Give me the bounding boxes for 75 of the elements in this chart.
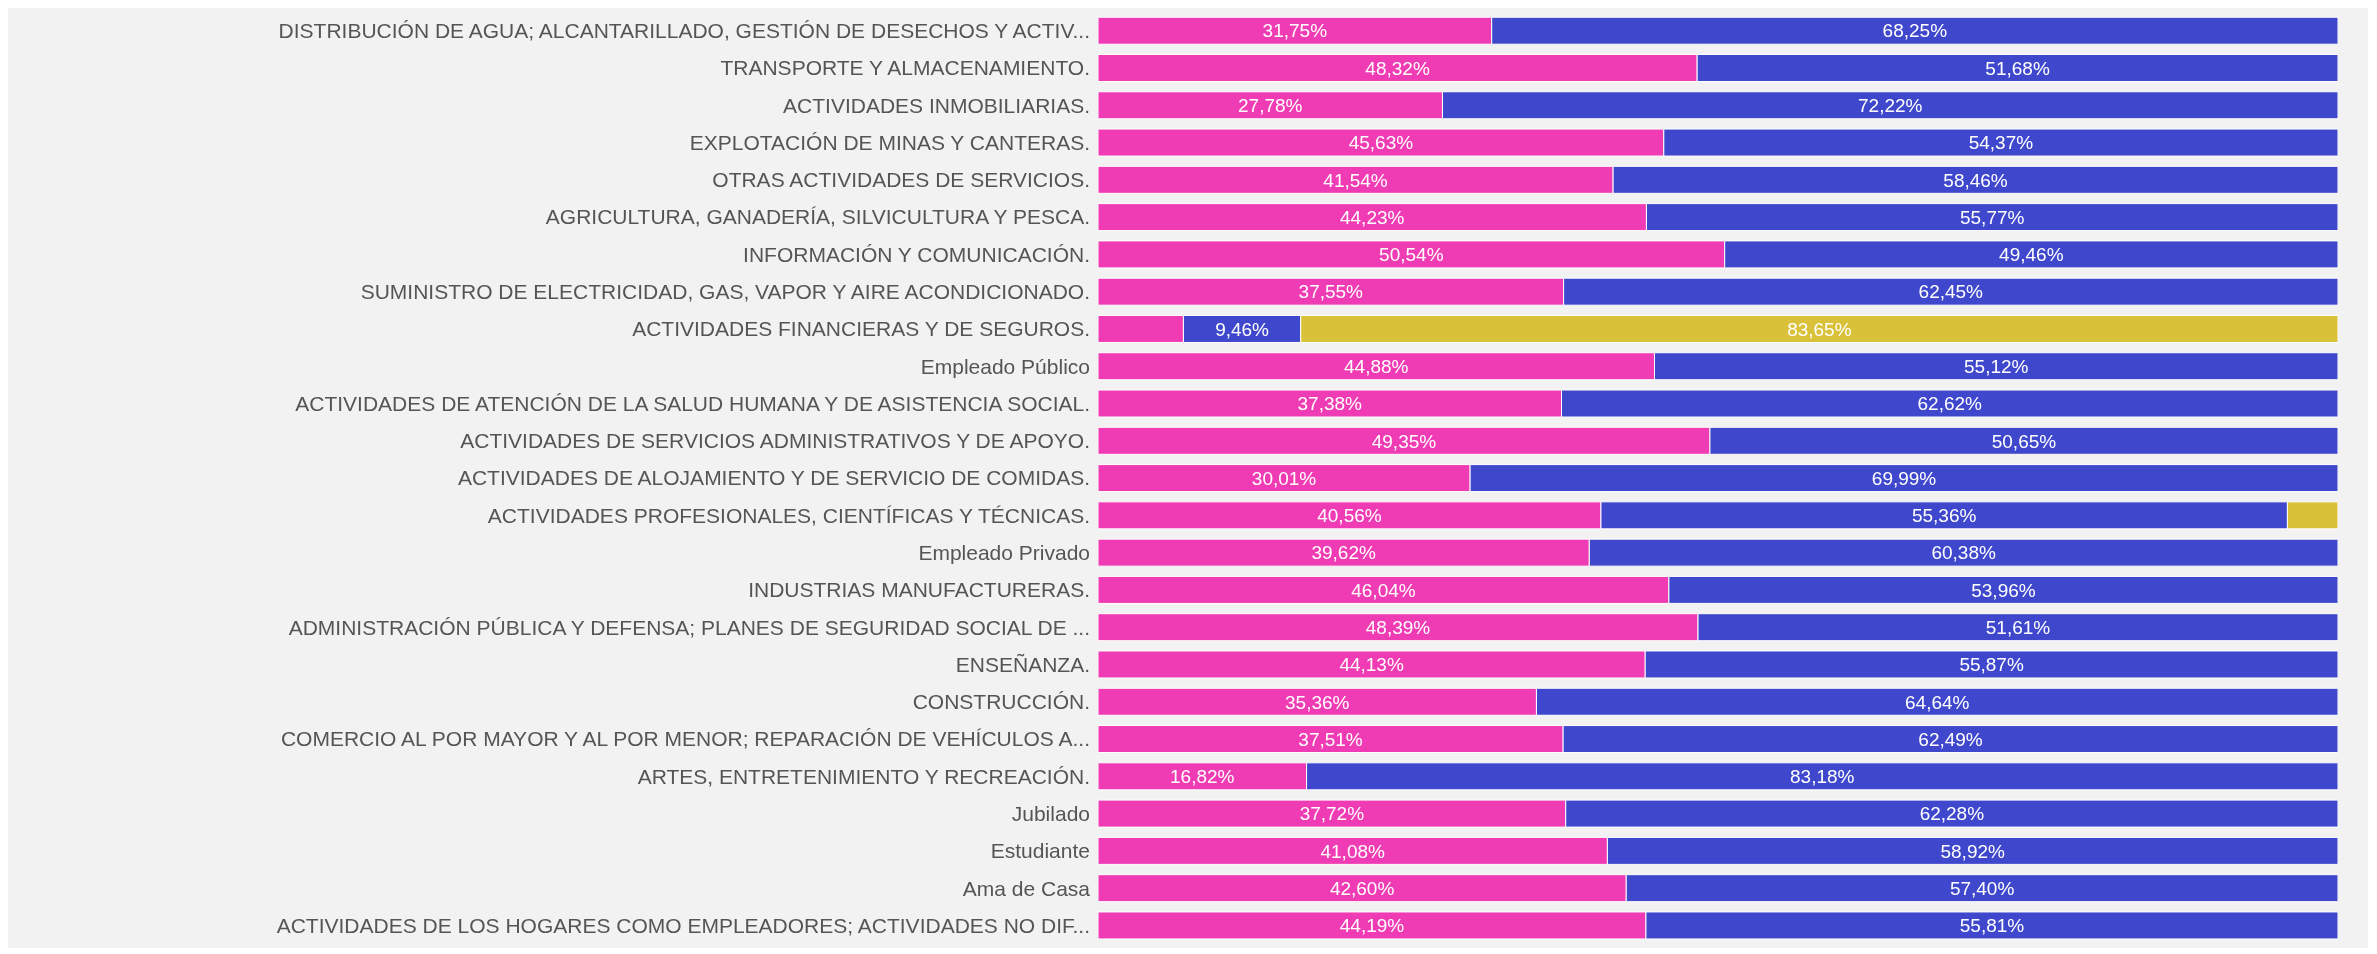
y-tick-label: ACTIVIDADES DE ATENCIÓN DE LA SALUD HUMANA Y DE ASISTENCIA SOCIAL. — [295, 391, 1090, 415]
y-tick-label: ARTES, ENTRETENIMIENTO Y RECREACIÓN. — [637, 764, 1090, 788]
data-label: 39,62% — [1311, 542, 1376, 564]
y-tick-label: INFORMACIÓN Y COMUNICACIÓN. — [743, 242, 1090, 266]
y-tick-label: ACTIVIDADES DE LOS HOGARES COMO EMPLEADORES; ACTIVIDADES NO DIF... — [276, 913, 1090, 937]
data-label: 55,36% — [1911, 505, 1977, 527]
data-label: 50,65% — [1991, 430, 2057, 452]
data-label: 62,49% — [1918, 728, 1983, 750]
data-label: 41,08% — [1320, 840, 1386, 862]
data-label: 49,46% — [1999, 244, 2064, 266]
y-tick-label: ACTIVIDADES FINANCIERAS Y DE SEGUROS. — [632, 317, 1090, 341]
data-label: 41,54% — [1323, 169, 1388, 191]
y-tick-label: INDUSTRIAS MANUFACTURERAS. — [748, 578, 1090, 602]
y-tick-label: Ama de Casa — [962, 876, 1091, 900]
data-label: 9,46% — [1215, 318, 1270, 340]
data-label: 44,13% — [1339, 654, 1404, 676]
data-label: 62,28% — [1919, 803, 1985, 825]
data-label: 55,77% — [1960, 206, 2025, 228]
y-tick-label: Jubilado — [1011, 801, 1090, 825]
y-tick-label: ENSEÑANZA. — [955, 652, 1090, 676]
y-tick-label: ACTIVIDADES PROFESIONALES, CIENTÍFICAS Y TÉCNICAS. — [487, 503, 1090, 527]
data-label: 31,75% — [1262, 20, 1328, 42]
data-label: 72,22% — [1858, 95, 1923, 117]
data-label: 48,39% — [1365, 616, 1431, 638]
data-label: 42,60% — [1329, 877, 1395, 899]
y-tick-label: EXPLOTACIÓN DE MINAS Y CANTERAS. — [689, 130, 1090, 154]
y-tick-label: AGRICULTURA, GANADERÍA, SILVICULTURA Y PESCA. — [545, 205, 1090, 229]
y-tick-label: OTRAS ACTIVIDADES DE SERVICIOS. — [712, 168, 1090, 192]
y-tick-label: CONSTRUCCIÓN. — [912, 690, 1090, 714]
y-tick-label: DISTRIBUCIÓN DE AGUA; ALCANTARILLADO, GESTIÓN DE DESECHOS Y ACTIV... — [278, 19, 1090, 43]
y-tick-label: TRANSPORTE Y ALMACENAMIENTO. — [720, 56, 1090, 80]
data-label: 58,92% — [1940, 840, 2006, 862]
data-label: 55,12% — [1964, 355, 2029, 377]
data-label: 49,35% — [1371, 430, 1437, 452]
data-label: 53,96% — [1971, 579, 2036, 601]
y-tick-label: ACTIVIDADES DE ALOJAMIENTO Y DE SERVICIO DE COMIDAS. — [457, 466, 1090, 490]
y-tick-label: SUMINISTRO DE ELECTRICIDAD, GAS, VAPOR Y AIRE ACONDICIONADO. — [360, 280, 1090, 304]
data-label: 37,51% — [1298, 728, 1363, 750]
data-label: 44,88% — [1344, 355, 1409, 377]
data-label: 68,25% — [1882, 20, 1948, 42]
data-label: 64,64% — [1905, 691, 1970, 713]
data-label: 62,62% — [1917, 393, 1983, 415]
data-label: 54,37% — [1968, 132, 2034, 154]
data-label: 45,63% — [1348, 132, 1414, 154]
data-label: 57,40% — [1949, 877, 2015, 899]
y-tick-label: Empleado Público — [920, 354, 1090, 378]
data-label: 48,32% — [1365, 57, 1430, 79]
data-label: 16,82% — [1170, 766, 1235, 788]
data-label: 37,55% — [1298, 281, 1364, 303]
data-label: 30,01% — [1251, 467, 1317, 489]
y-tick-label: Empleado Privado — [918, 541, 1090, 565]
data-label: 46,04% — [1351, 579, 1416, 601]
data-label: 51,61% — [1985, 616, 2051, 638]
data-label: 37,38% — [1297, 393, 1363, 415]
data-label: 55,87% — [1959, 654, 2024, 676]
data-label: 69,99% — [1871, 467, 1937, 489]
data-label: 58,46% — [1943, 169, 2008, 191]
data-label: 55,81% — [1959, 915, 2025, 937]
data-label: 51,68% — [1985, 57, 2050, 79]
data-label: 27,78% — [1238, 95, 1303, 117]
data-label: 40,56% — [1317, 505, 1382, 527]
data-label: 60,38% — [1931, 542, 1996, 564]
data-label: 83,18% — [1790, 766, 1855, 788]
data-label: 83,65% — [1787, 318, 1852, 340]
y-tick-label: COMERCIO AL POR MAYOR Y AL POR MENOR; REPARACIÓN DE VEHÍCULOS A... — [280, 727, 1090, 751]
data-label: 44,23% — [1340, 206, 1405, 228]
y-tick-label: ACTIVIDADES DE SERVICIOS ADMINISTRATIVOS Y DE APOYO. — [460, 429, 1090, 453]
data-label: 44,19% — [1339, 915, 1405, 937]
y-tick-label: ADMINISTRACIÓN PÚBLICA Y DEFENSA; PLANES DE SEGURIDAD SOCIAL DE ... — [288, 615, 1090, 639]
data-label: 62,45% — [1918, 281, 1984, 303]
y-tick-label: ACTIVIDADES INMOBILIARIAS. — [783, 93, 1090, 117]
data-label: 37,72% — [1299, 803, 1365, 825]
y-tick-label: Estudiante — [990, 839, 1090, 863]
data-label: 50,54% — [1379, 244, 1444, 266]
data-label: 35,36% — [1285, 691, 1350, 713]
